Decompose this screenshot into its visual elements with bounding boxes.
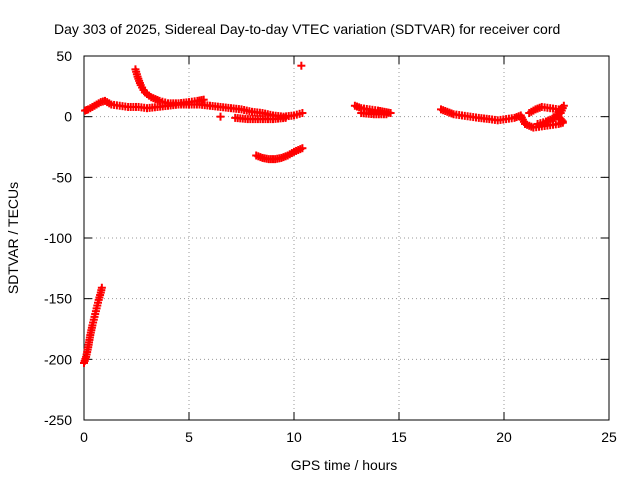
- data-point: [199, 95, 208, 104]
- data-point: [386, 109, 395, 118]
- chart-title: Day 303 of 2025, Sidereal Day-to-day VTE…: [54, 21, 560, 37]
- data-point: [298, 109, 307, 118]
- y-tick-label: -50: [52, 169, 72, 185]
- x-tick-label: 5: [185, 429, 193, 445]
- data-point: [281, 113, 290, 122]
- x-tick-label: 0: [80, 429, 88, 445]
- y-tick-label: -100: [44, 230, 72, 246]
- y-tick-label: -150: [44, 291, 72, 307]
- label-layer: Day 303 of 2025, Sidereal Day-to-day VTE…: [5, 21, 560, 473]
- x-tick-label: 10: [286, 429, 302, 445]
- x-axis-label: GPS time / hours: [291, 457, 398, 473]
- data-point-trail: [557, 116, 566, 125]
- y-tick-label: -200: [44, 351, 72, 367]
- data-point: [297, 61, 306, 70]
- axis-layer: 0 5 10 15 20 25 -250 -200 -150 -100 -50 0 50: [44, 48, 617, 445]
- data-point: [216, 112, 225, 121]
- data-point: [298, 144, 307, 153]
- data-point: [558, 117, 567, 126]
- x-tick-label: 15: [391, 429, 407, 445]
- y-tick-label: 50: [56, 48, 72, 64]
- data-point: [97, 283, 106, 292]
- y-tick-label: -250: [44, 412, 72, 428]
- y-tick-label: 0: [64, 109, 72, 125]
- data-point: [382, 110, 391, 119]
- x-tick-label: 20: [496, 429, 512, 445]
- x-tick-label: 25: [601, 429, 617, 445]
- data-layer: [80, 61, 568, 367]
- y-axis-label: SDTVAR / TECUs: [5, 182, 21, 294]
